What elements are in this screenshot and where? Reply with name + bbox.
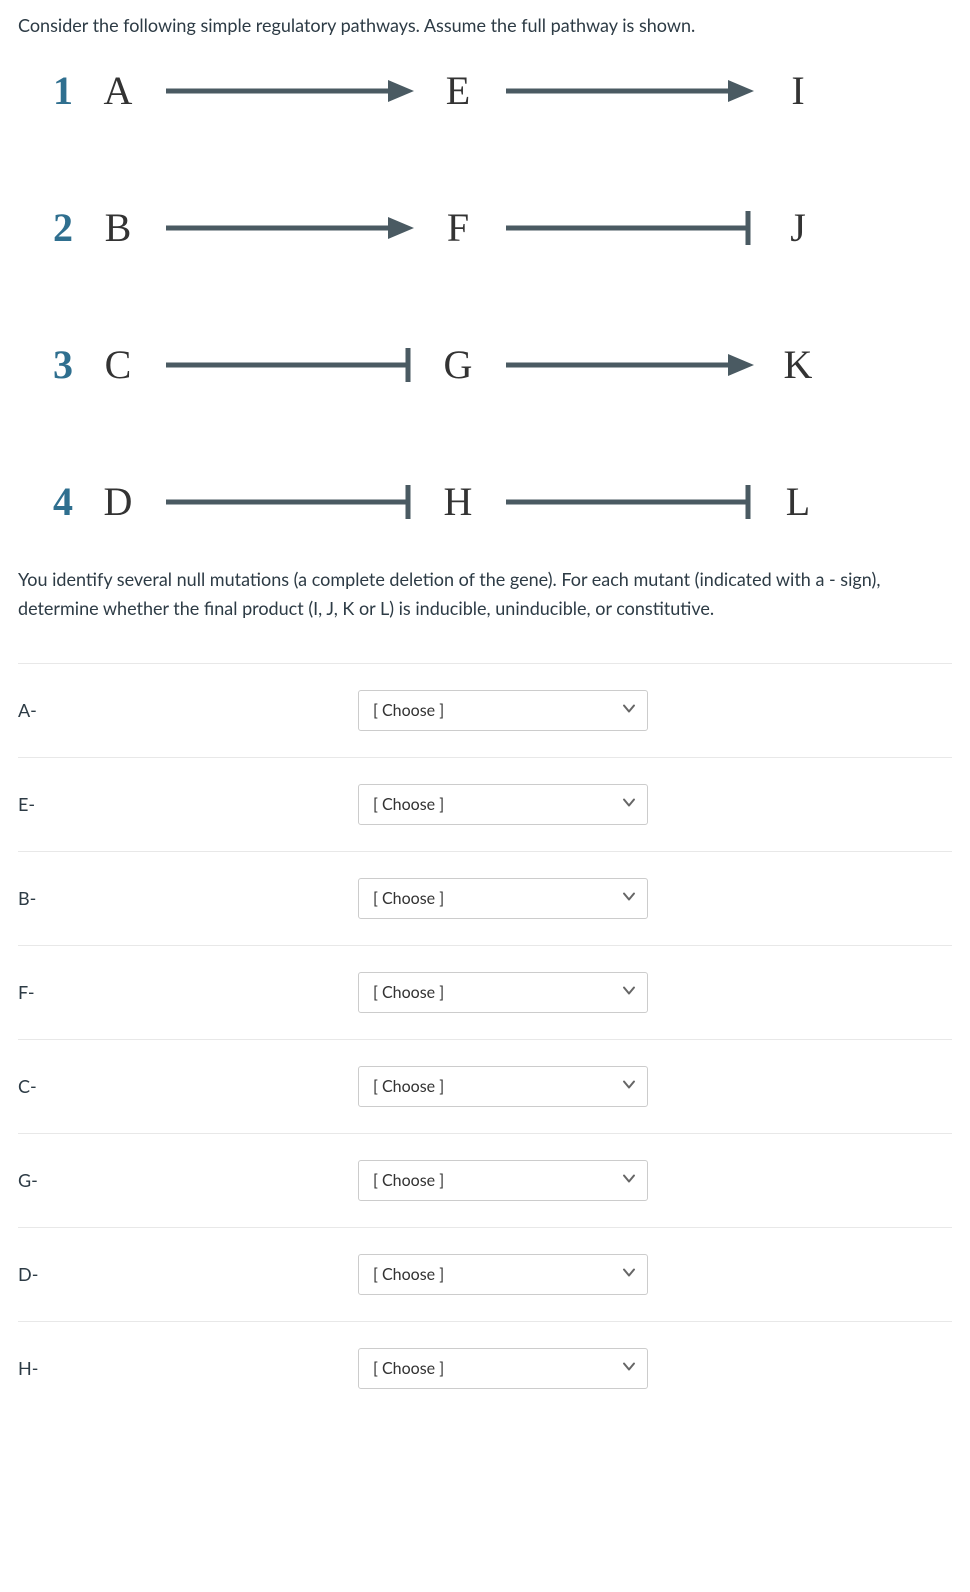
- match-row: F-[ Choose ]: [18, 945, 952, 1039]
- question-intro: Consider the following simple regulatory…: [18, 12, 952, 39]
- match-row: E-[ Choose ]: [18, 757, 952, 851]
- pathway-node: J: [768, 204, 828, 251]
- answer-select[interactable]: [ Choose ]: [358, 784, 648, 825]
- inhibit-arrow-icon: [488, 482, 768, 522]
- mutant-label: B-: [18, 887, 358, 909]
- match-row: C-[ Choose ]: [18, 1039, 952, 1133]
- inhibit-arrow-icon: [148, 345, 428, 385]
- mutant-label: E-: [18, 793, 358, 815]
- pathway-number: 1: [38, 67, 88, 114]
- activate-arrow-icon: [488, 71, 768, 111]
- pathway-number: 2: [38, 204, 88, 251]
- pathway-number: 3: [38, 341, 88, 388]
- match-row: A-[ Choose ]: [18, 663, 952, 757]
- match-row: B-[ Choose ]: [18, 851, 952, 945]
- pathway-node: K: [768, 341, 828, 388]
- mutant-label: D-: [18, 1263, 358, 1285]
- mutant-label: H-: [18, 1357, 358, 1379]
- pathway-row: 2B F J: [18, 204, 952, 251]
- pathway-row: 3C G K: [18, 341, 952, 388]
- inhibit-arrow-icon: [488, 208, 768, 248]
- pathway-row: 1A E I: [18, 67, 952, 114]
- pathway-diagram: 1A E I 2B F J 3C G K 4D H L: [18, 67, 952, 525]
- match-row: H-[ Choose ]: [18, 1321, 952, 1415]
- match-row: G-[ Choose ]: [18, 1133, 952, 1227]
- mutant-label: F-: [18, 981, 358, 1003]
- pathway-node: E: [428, 67, 488, 114]
- pathway-row: 4D H L: [18, 478, 952, 525]
- mutant-label: G-: [18, 1169, 358, 1191]
- activate-arrow-icon: [148, 71, 428, 111]
- question-description: You identify several null mutations (a c…: [18, 565, 952, 623]
- match-row: D-[ Choose ]: [18, 1227, 952, 1321]
- mutant-label: A-: [18, 699, 358, 721]
- answer-select[interactable]: [ Choose ]: [358, 1254, 648, 1295]
- pathway-node: D: [88, 478, 148, 525]
- answer-select[interactable]: [ Choose ]: [358, 972, 648, 1013]
- pathway-node: A: [88, 67, 148, 114]
- pathway-number: 4: [38, 478, 88, 525]
- answer-select[interactable]: [ Choose ]: [358, 1348, 648, 1389]
- pathway-node: L: [768, 478, 828, 525]
- answer-select[interactable]: [ Choose ]: [358, 878, 648, 919]
- activate-arrow-icon: [148, 208, 428, 248]
- pathway-node: G: [428, 341, 488, 388]
- inhibit-arrow-icon: [148, 482, 428, 522]
- answer-select[interactable]: [ Choose ]: [358, 1066, 648, 1107]
- pathway-node: I: [768, 67, 828, 114]
- activate-arrow-icon: [488, 345, 768, 385]
- pathway-node: F: [428, 204, 488, 251]
- answer-select[interactable]: [ Choose ]: [358, 690, 648, 731]
- mutant-label: C-: [18, 1075, 358, 1097]
- matching-section: A-[ Choose ]E-[ Choose ]B-[ Choose ]F-[ …: [18, 663, 952, 1415]
- answer-select[interactable]: [ Choose ]: [358, 1160, 648, 1201]
- pathway-node: B: [88, 204, 148, 251]
- pathway-node: C: [88, 341, 148, 388]
- pathway-node: H: [428, 478, 488, 525]
